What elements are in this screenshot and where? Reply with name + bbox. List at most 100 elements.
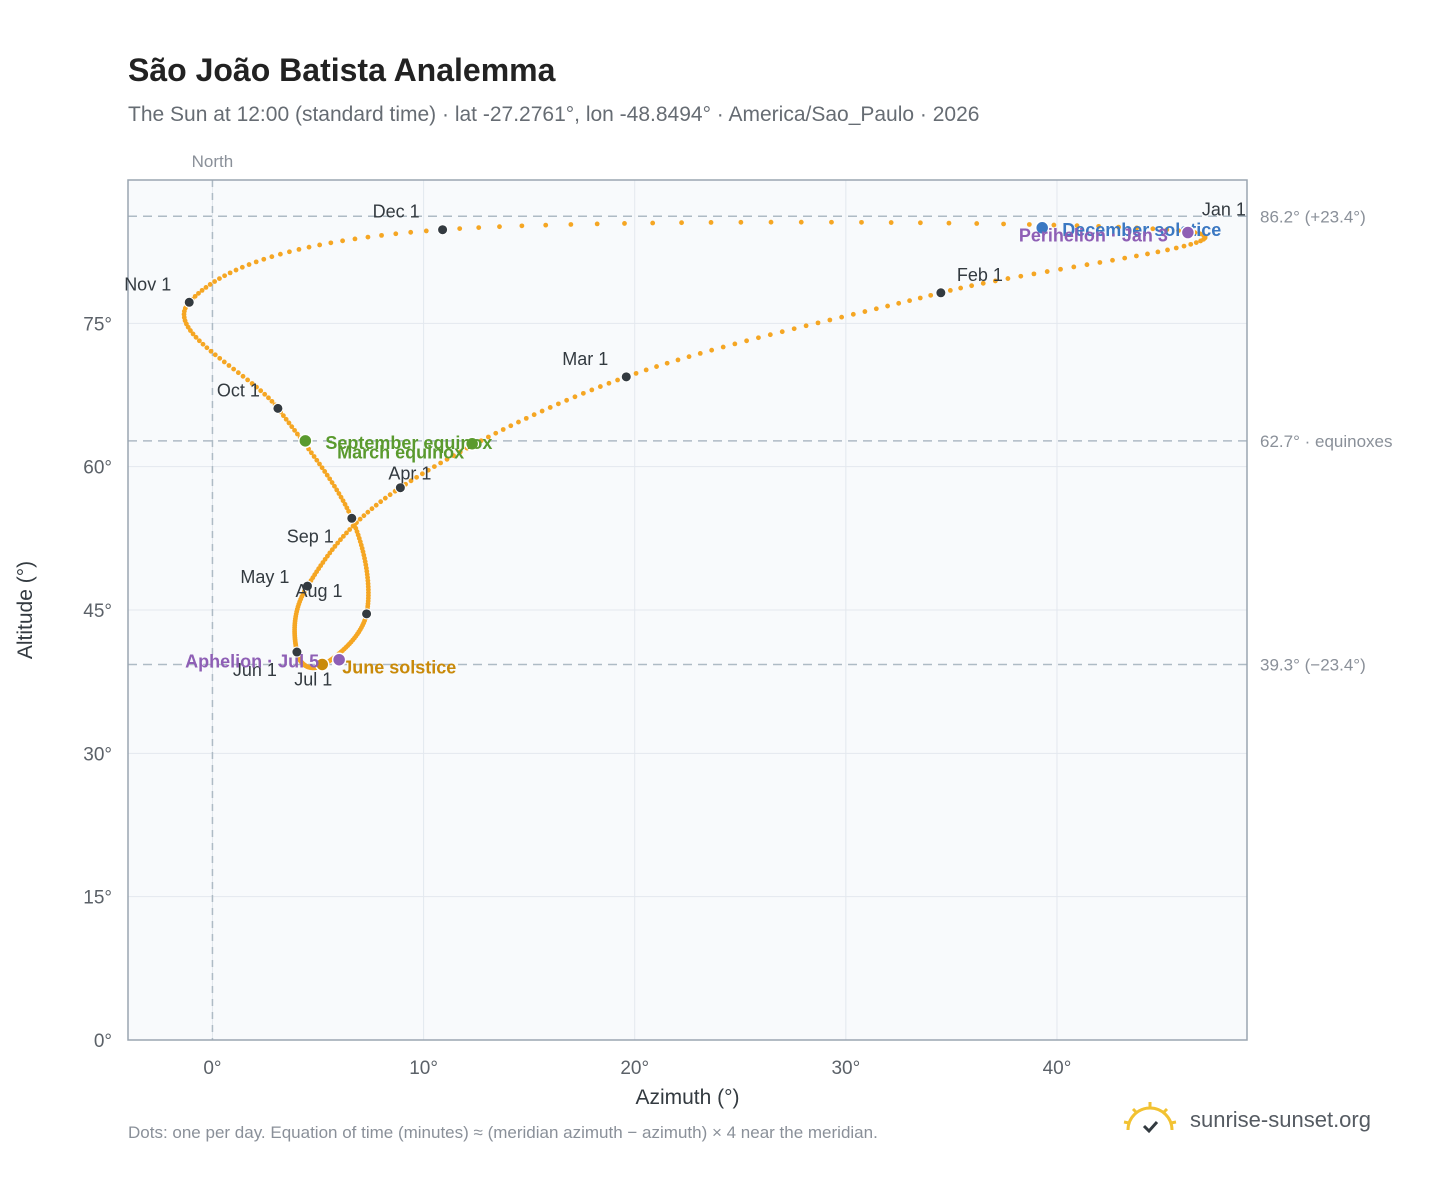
- x-tick-label: 20°: [620, 1058, 649, 1079]
- day-dot: [907, 298, 912, 304]
- day-dot: [827, 317, 833, 323]
- day-dot: [643, 367, 649, 373]
- day-dot: [438, 460, 444, 466]
- event-label: Aphelion · Jul 5: [185, 652, 319, 672]
- day-dot: [217, 276, 222, 282]
- day-dot: [969, 283, 975, 289]
- day-dot: [317, 461, 322, 467]
- day-dot: [767, 332, 773, 338]
- day-dot: [622, 221, 627, 226]
- day-dot: [1150, 226, 1156, 232]
- day-dot: [497, 224, 502, 230]
- day-dot: [245, 377, 251, 383]
- day-dot: [382, 495, 388, 501]
- day-dot: [568, 222, 574, 227]
- plot-frame: [127, 179, 1248, 1041]
- day-dot: [334, 487, 340, 493]
- day-dot: [1116, 224, 1122, 230]
- day-dot: [221, 359, 227, 365]
- day-dot: [212, 279, 218, 284]
- day-dot: [1165, 247, 1170, 253]
- north-label: North: [192, 152, 234, 171]
- day-dot: [327, 476, 333, 482]
- day-dot: [294, 431, 300, 437]
- day-dot: [1084, 262, 1090, 268]
- day-dot: [332, 483, 337, 489]
- day-dot: [508, 423, 514, 429]
- day-dot: [365, 509, 371, 515]
- month-label: Feb 1: [957, 265, 1003, 285]
- day-dot: [1134, 225, 1140, 231]
- chart-subtitle: The Sun at 12:00 (standard time) · lat -…: [128, 103, 980, 126]
- day-dot: [373, 502, 379, 508]
- reference-label: 39.3° (−23.4°): [1260, 655, 1366, 674]
- day-dot: [1155, 249, 1161, 255]
- day-dot: [686, 354, 692, 360]
- day-dot: [839, 314, 845, 320]
- day-dot: [266, 395, 271, 401]
- month-marker: [272, 402, 284, 414]
- day-dot: [217, 355, 223, 361]
- day-dot: [829, 219, 834, 225]
- day-dot: [338, 494, 344, 500]
- day-dot: [246, 262, 252, 267]
- day-dot: [720, 344, 726, 350]
- day-dot: [974, 221, 980, 226]
- day-dot: [196, 290, 201, 296]
- day-dot: [815, 320, 821, 326]
- day-dot: [340, 498, 346, 504]
- day-dot: [212, 352, 218, 358]
- day-dot: [308, 450, 314, 456]
- day-dot: [329, 480, 335, 485]
- day-dot: [322, 469, 328, 474]
- day-dot: [289, 424, 295, 430]
- event-label: September equinox: [325, 433, 492, 453]
- month-label: Oct 1: [217, 380, 260, 400]
- day-dot: [261, 256, 267, 262]
- day-dot: [1044, 269, 1050, 274]
- day-dot: [516, 419, 521, 425]
- day-dot: [1005, 276, 1011, 281]
- day-dot: [500, 427, 506, 432]
- month-label: Apr 1: [388, 464, 431, 484]
- day-dot: [269, 398, 275, 404]
- day-dot: [444, 456, 450, 462]
- day-dot: [539, 408, 545, 414]
- day-dot: [1074, 223, 1080, 229]
- day-dot: [227, 270, 233, 276]
- day-dot: [572, 394, 578, 400]
- day-dot: [340, 533, 346, 539]
- day-dot: [283, 416, 289, 422]
- brand[interactable]: sunrise-sunset.org: [1122, 1100, 1371, 1140]
- day-dot: [779, 329, 785, 335]
- day-dot: [709, 347, 715, 353]
- day-dot: [732, 341, 738, 347]
- event-marker: [464, 436, 480, 451]
- day-dot: [675, 357, 681, 363]
- day-dot: [1001, 221, 1006, 227]
- day-dot: [208, 348, 214, 354]
- day-dot: [547, 405, 553, 410]
- day-dot: [361, 513, 367, 519]
- day-dot: [431, 464, 437, 470]
- day-dot: [1176, 228, 1181, 234]
- reference-label: 86.2° (+23.4°): [1260, 207, 1366, 226]
- day-dot: [928, 292, 934, 298]
- day-dot: [286, 420, 292, 426]
- day-dot: [1198, 238, 1203, 244]
- day-dot: [594, 221, 600, 227]
- month-label: Jan 1: [1202, 200, 1246, 220]
- month-label: Sep 1: [287, 526, 334, 546]
- day-dot: [262, 391, 268, 397]
- month-marker: [361, 608, 373, 620]
- day-dot: [311, 454, 317, 459]
- day-dot: [947, 288, 953, 293]
- day-dot: [414, 474, 419, 480]
- day-dot: [199, 287, 205, 293]
- day-dot: [493, 430, 499, 436]
- day-dot: [277, 251, 283, 257]
- day-dot: [708, 220, 714, 225]
- day-dot: [744, 338, 750, 344]
- day-dot: [1122, 255, 1128, 261]
- day-dot: [1181, 243, 1187, 249]
